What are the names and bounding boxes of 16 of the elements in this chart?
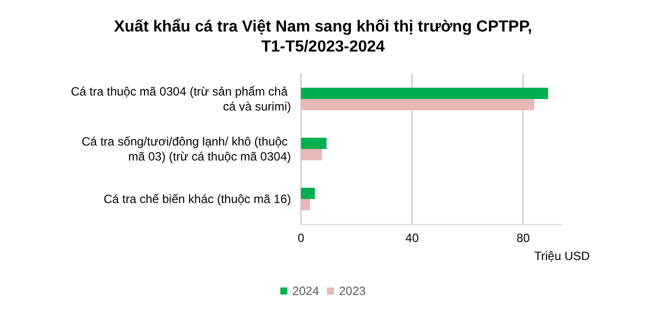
bar — [301, 199, 310, 210]
legend-label: 2024 — [292, 284, 320, 298]
bar — [301, 188, 315, 199]
bar — [301, 138, 327, 149]
legend-label: 2023 — [339, 284, 366, 298]
y-tick-label: Cá tra chế biến khác (thuộc mã 16) — [104, 192, 291, 206]
chart-title: Xuất khẩu cá tra Việt Nam sang khối thị trường CPTPP, T1-T5/2023-2024 — [114, 18, 532, 56]
x-tick-label: 80 — [516, 231, 530, 245]
bar — [301, 99, 534, 110]
bar — [301, 149, 322, 160]
x-tick-label: 0 — [298, 231, 305, 245]
x-axis-title: Triệu USD — [534, 249, 590, 263]
bar — [301, 88, 548, 99]
x-tick-label: 40 — [405, 231, 420, 245]
y-tick-label: Cá tra thuộc mã 0304 (trừ sản phẩm chả cá và surimi) — [70, 84, 291, 114]
y-tick-label: Cá tra sống/tươi/đông lạnh/ khô (thuộc mã 03) (trừ cá thuộc mã 0304) — [82, 134, 291, 164]
